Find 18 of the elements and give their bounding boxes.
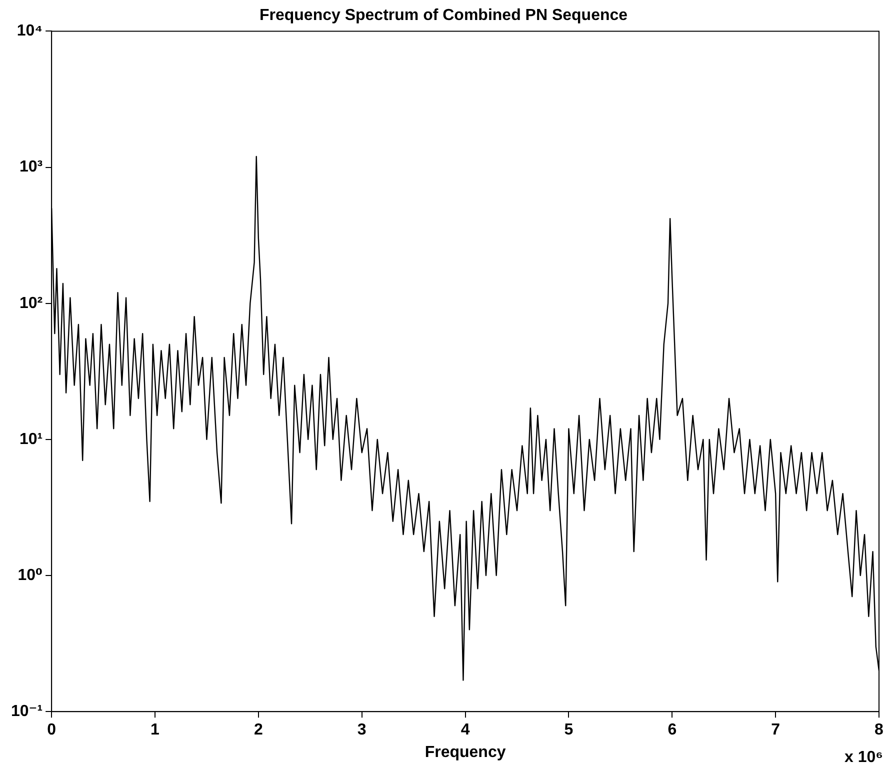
chart-title: Frequency Spectrum of Combined PN Sequence (259, 7, 628, 24)
x-tick-label: 7 (771, 722, 780, 739)
y-tick-label: 10³ (19, 158, 43, 176)
x-tick-label: 4 (460, 722, 470, 739)
x-tick-label: 1 (150, 722, 160, 739)
x-tick-label: 5 (564, 722, 574, 739)
text: x 10⁶ (844, 749, 883, 766)
y-tick-label: 10¹ (19, 430, 43, 448)
y-tick-label: 10⁴ (16, 22, 43, 40)
y-tick-label: 10⁰ (18, 566, 43, 584)
x-tick-label: 6 (668, 722, 677, 739)
x-tick-label: 3 (357, 722, 366, 739)
y-tick-label: 10² (19, 294, 43, 312)
x-tick-label: 2 (254, 722, 263, 739)
x-axis-title: Frequency (424, 744, 506, 761)
y-tick-label: 10⁻¹ (10, 703, 43, 720)
x-tick-label: 8 (874, 722, 884, 739)
x-tick-label: 0 (47, 722, 56, 739)
